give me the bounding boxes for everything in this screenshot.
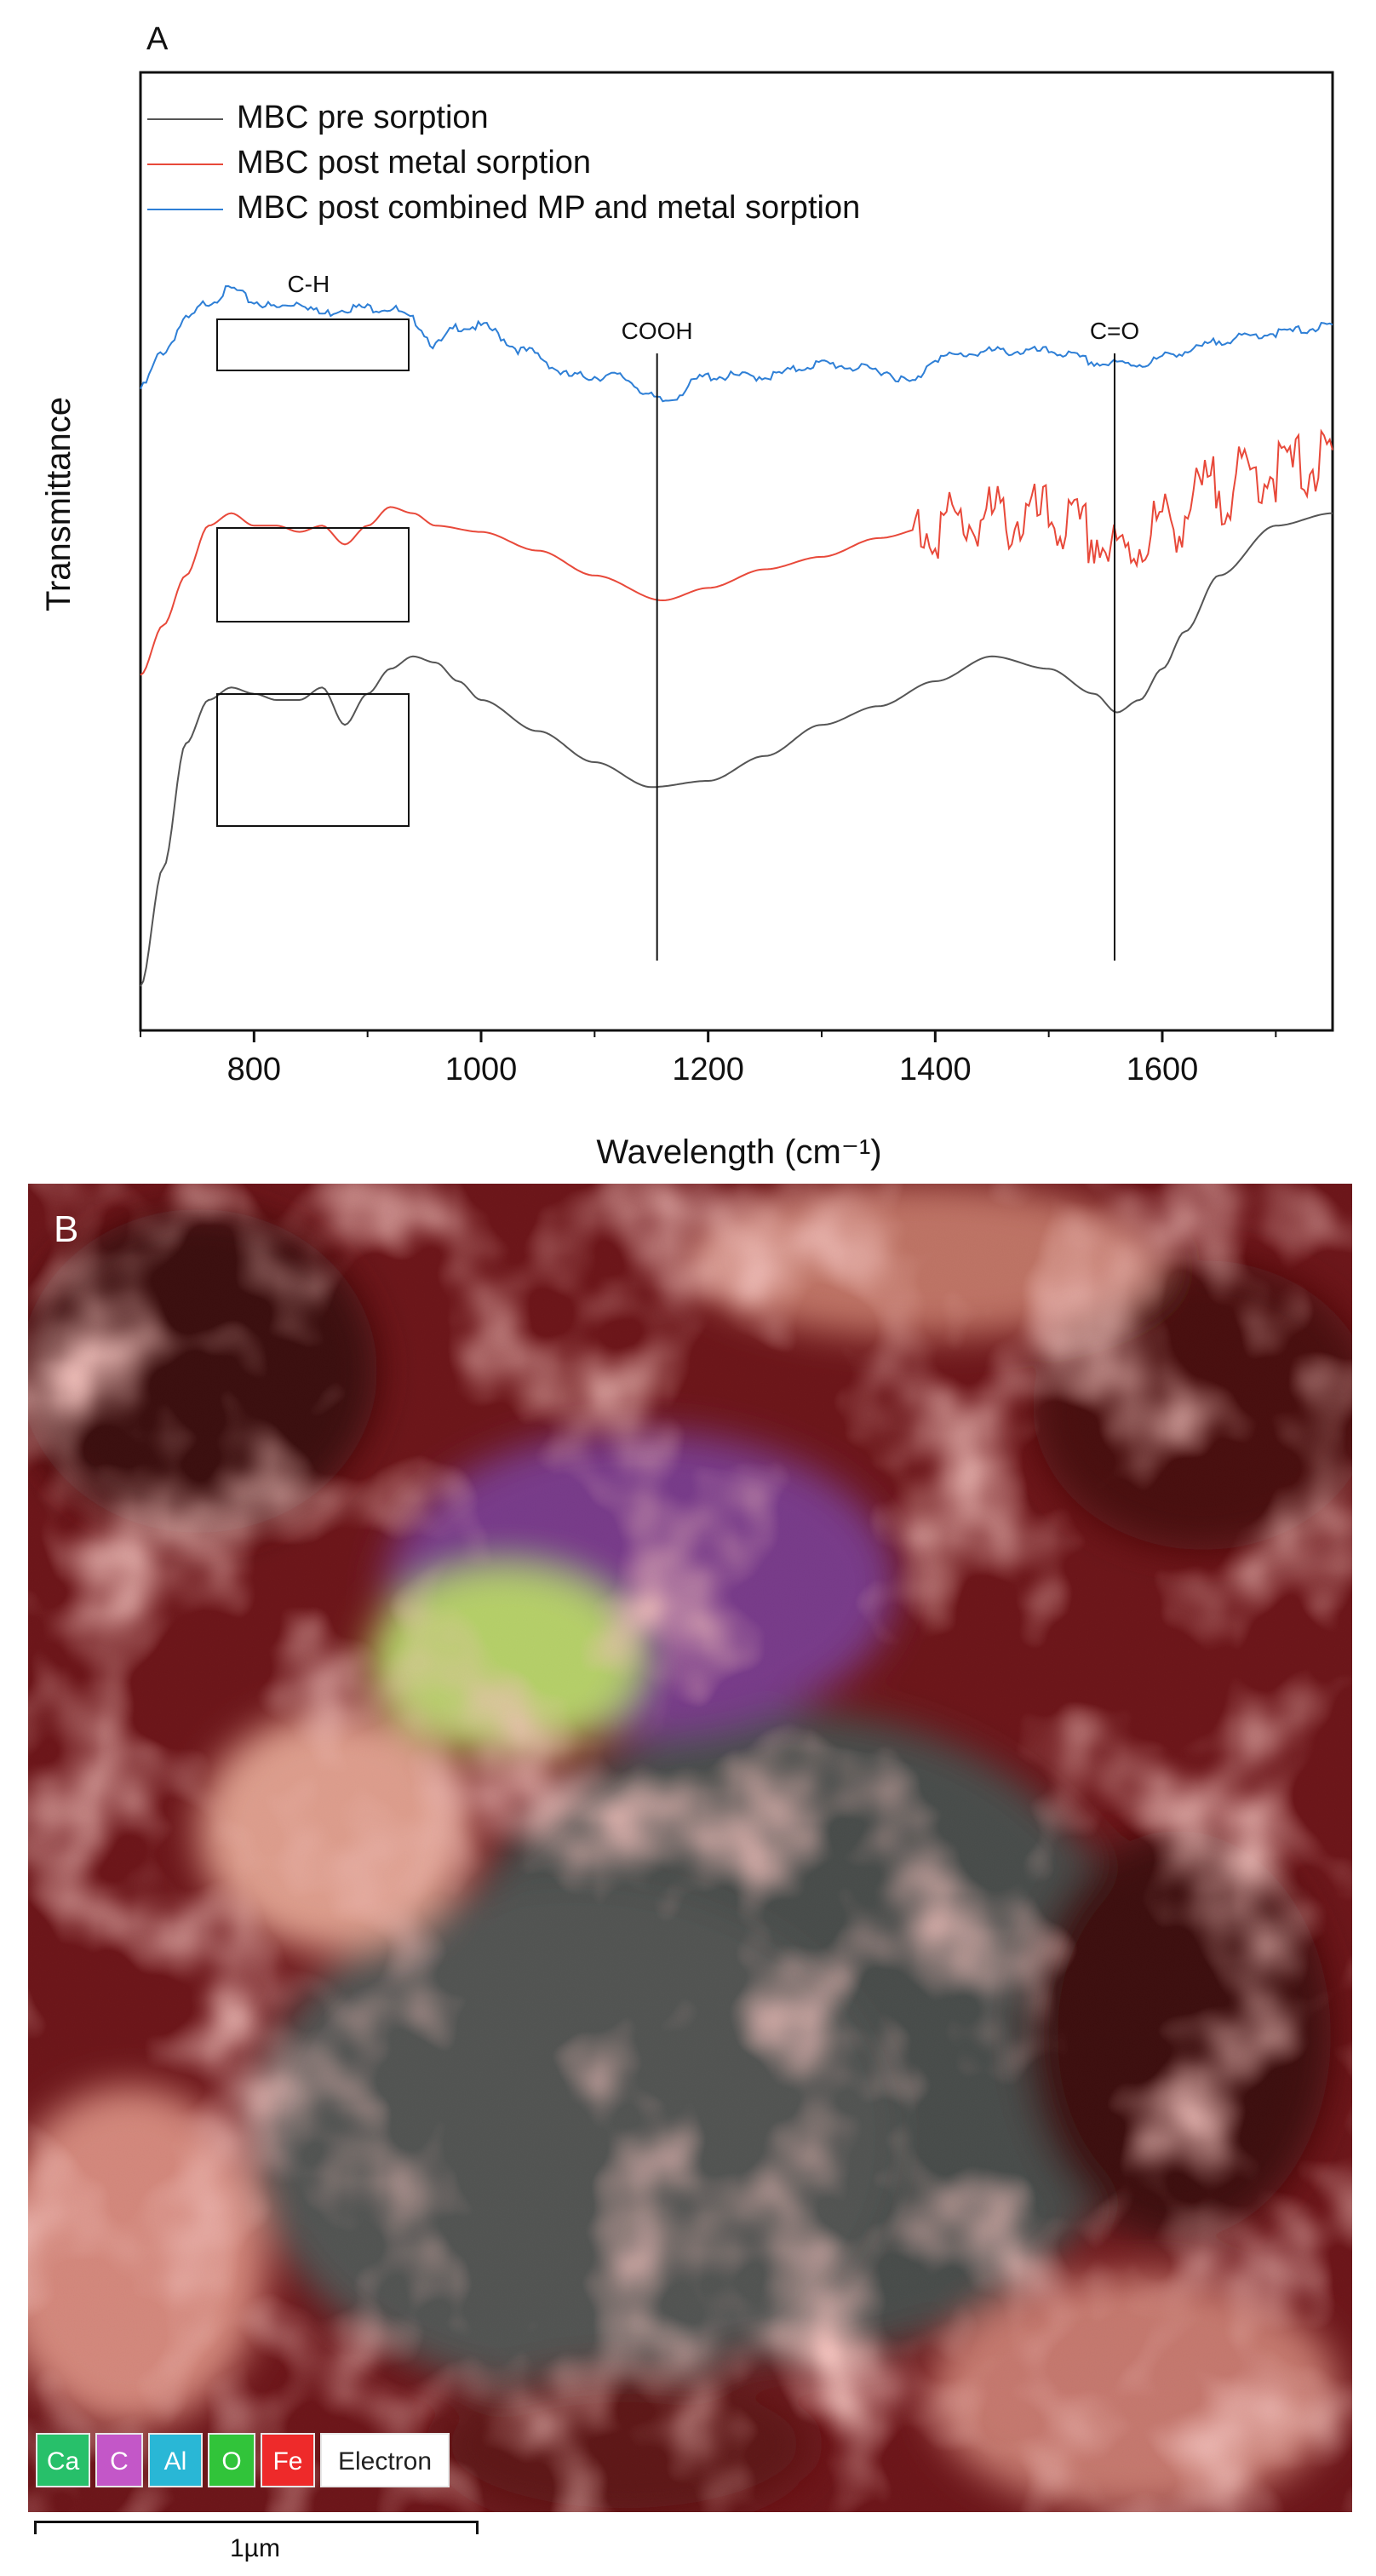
plot-frame bbox=[139, 71, 1334, 1032]
legend-entry-2: MBC post combined MP and metal sorption bbox=[237, 190, 860, 226]
tick-layer: 800 1000 1200 1400 1600 bbox=[140, 1030, 1277, 1087]
series-line-1 bbox=[140, 428, 1333, 676]
element-chip-3 bbox=[208, 2433, 255, 2487]
scale-bar-label: 1µm bbox=[230, 2534, 280, 2562]
element-chip-label-3: O bbox=[221, 2447, 241, 2476]
element-chip-label-5: Electron bbox=[338, 2447, 432, 2476]
series-line-0 bbox=[140, 512, 1333, 987]
scale-bar-tick-right bbox=[476, 2521, 479, 2534]
x-axis-label: Wavelength (cm⁻¹) bbox=[596, 1133, 881, 1171]
ftir-chart: A C-H COOH C=O 800 1000 1200 1400 1600 MBC pre… bbox=[40, 21, 1334, 1171]
annotation-label-2: C=O bbox=[1090, 318, 1139, 344]
series-layer bbox=[140, 284, 1333, 987]
annotation-label-1: COOH bbox=[622, 318, 693, 344]
panel-b-label: B bbox=[54, 1208, 78, 1250]
scale-bar-tick-left bbox=[34, 2521, 37, 2534]
eds-elemental-map: B Ca C Al O Fe Electron bbox=[28, 1184, 1352, 2512]
x-tick-label-1: 1000 bbox=[445, 1052, 518, 1087]
x-tick-label-2: 1200 bbox=[672, 1052, 744, 1087]
element-chip-label-2: Al bbox=[164, 2447, 187, 2476]
y-axis-label: Transmittance bbox=[40, 397, 77, 611]
element-chip-2 bbox=[148, 2433, 203, 2487]
element-chip-1 bbox=[95, 2433, 143, 2487]
annotation-label-0: C-H bbox=[287, 271, 330, 297]
plot-border bbox=[139, 71, 1334, 1032]
annotation-layer: C-H COOH C=O bbox=[216, 271, 1139, 961]
element-chip-label-0: Ca bbox=[47, 2447, 80, 2476]
element-chip-4 bbox=[261, 2433, 315, 2487]
element-chip-label-4: Fe bbox=[272, 2447, 302, 2476]
scale-bar: 1µm bbox=[34, 2517, 479, 2568]
x-tick-label-3: 1400 bbox=[899, 1052, 972, 1087]
element-legend: Ca C Al O Fe Electron bbox=[36, 2433, 450, 2487]
element-chip-label-1: C bbox=[110, 2447, 129, 2476]
element-chip-0 bbox=[36, 2433, 90, 2487]
legend-entry-0: MBC pre sorption bbox=[237, 100, 489, 135]
chart-legend: MBC pre sorption MBC post metal sorption M… bbox=[147, 100, 860, 226]
element-chip-5 bbox=[320, 2433, 450, 2487]
legend-entry-1: MBC post metal sorption bbox=[237, 145, 591, 181]
x-tick-label-4: 1600 bbox=[1127, 1052, 1199, 1087]
series-line-2 bbox=[140, 284, 1333, 403]
ch-box-1 bbox=[216, 527, 410, 622]
x-tick-label-0: 800 bbox=[227, 1052, 281, 1087]
ch-box-2 bbox=[216, 693, 410, 827]
ch-box-0 bbox=[216, 318, 410, 371]
panel-a-label: A bbox=[146, 21, 169, 57]
scale-bar-line bbox=[34, 2521, 479, 2523]
